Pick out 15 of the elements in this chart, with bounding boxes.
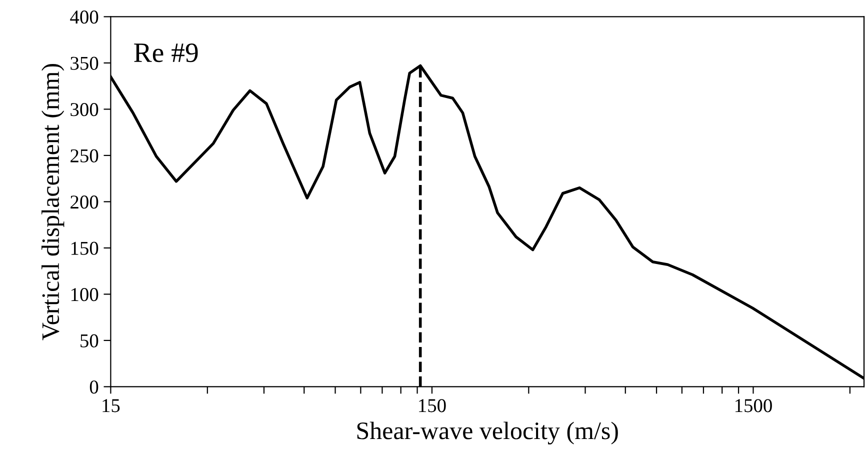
y-tick-label: 400: [70, 10, 98, 24]
y-tick-label: 300: [70, 103, 98, 116]
y-tick-label: 350: [70, 56, 98, 70]
y-axis-title: Vertical displacement (mm): [42, 64, 64, 340]
y-tick-label: 200: [70, 196, 98, 209]
y-tick-label: 150: [71, 242, 98, 255]
x-tick-label: 1500: [736, 399, 772, 412]
y-tick-label: 0: [90, 380, 98, 394]
x-tick-label: 15: [102, 399, 120, 412]
y-tick-label: 250: [70, 149, 98, 162]
y-tick-label: 50: [80, 334, 98, 348]
x-axis-title: Shear-wave velocity (m/s): [357, 422, 618, 444]
y-tick-label: 100: [71, 288, 98, 302]
annotation: Re #9: [134, 43, 198, 62]
x-tick-label: 150: [419, 399, 446, 412]
